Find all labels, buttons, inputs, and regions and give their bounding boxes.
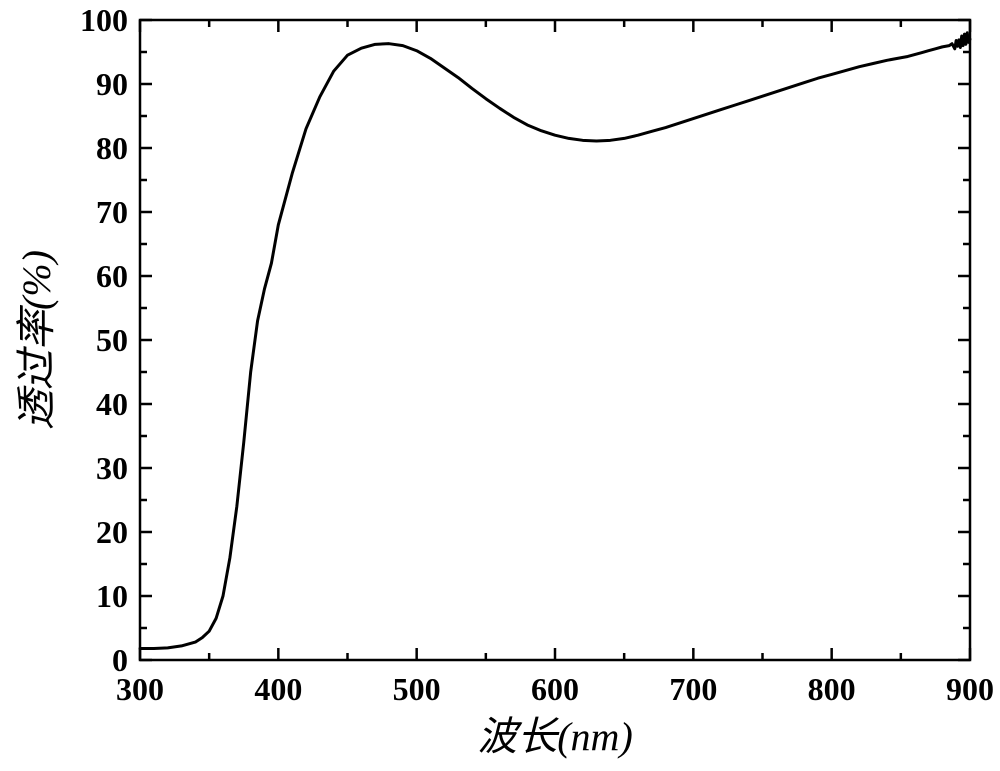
y-tick-label: 20: [96, 514, 128, 550]
chart-container: 3004005006007008009000102030405060708090…: [0, 0, 1000, 771]
x-tick-label: 500: [393, 671, 441, 707]
y-tick-label: 80: [96, 130, 128, 166]
x-tick-label: 400: [254, 671, 302, 707]
y-tick-label: 90: [96, 66, 128, 102]
y-tick-label: 50: [96, 322, 128, 358]
y-tick-label: 70: [96, 194, 128, 230]
y-tick-label: 40: [96, 386, 128, 422]
y-tick-label: 30: [96, 450, 128, 486]
x-tick-label: 800: [808, 671, 856, 707]
y-tick-label: 10: [96, 578, 128, 614]
y-tick-label: 60: [96, 258, 128, 294]
x-tick-label: 600: [531, 671, 579, 707]
y-tick-label: 100: [80, 2, 128, 38]
line-chart: 3004005006007008009000102030405060708090…: [0, 0, 1000, 771]
x-axis-title: 波长(nm): [477, 714, 633, 759]
x-tick-label: 900: [946, 671, 994, 707]
x-tick-label: 700: [669, 671, 717, 707]
y-axis-title: 透过率(%): [14, 250, 59, 430]
y-tick-label: 0: [112, 642, 128, 678]
